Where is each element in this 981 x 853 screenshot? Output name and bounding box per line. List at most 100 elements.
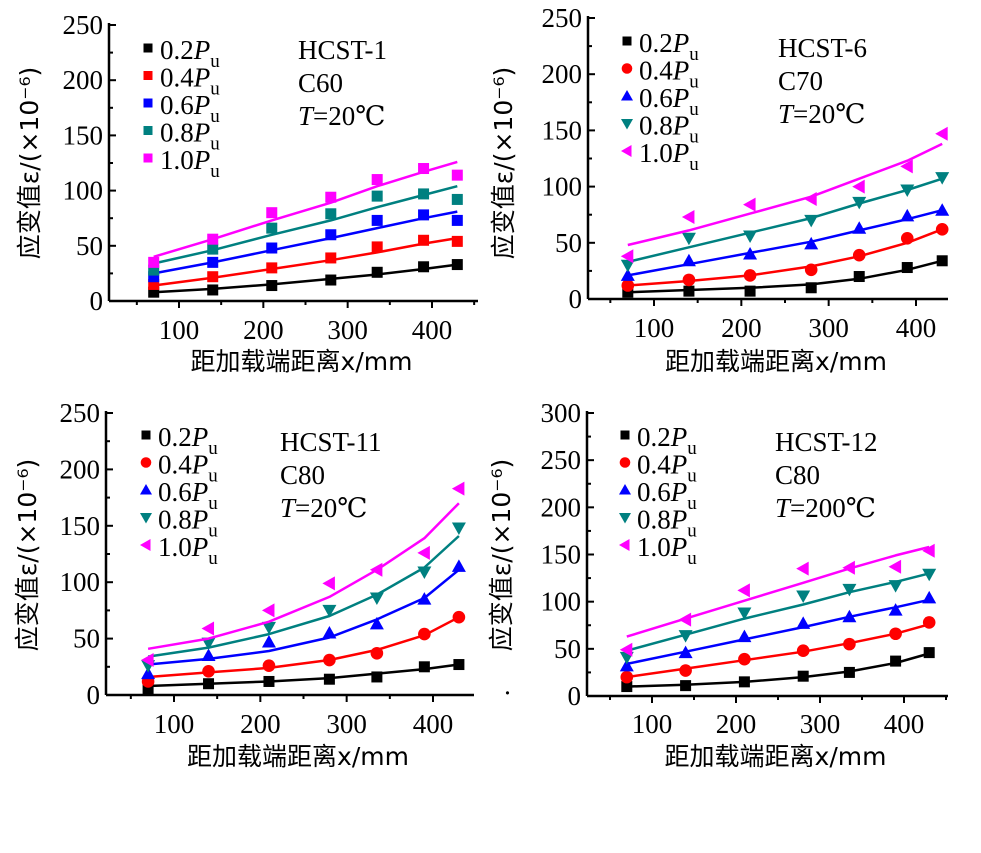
data-point: [263, 675, 275, 687]
x-tick-label: 400: [413, 709, 454, 739]
legend-label: 0.8Pu: [158, 505, 218, 542]
y-tick-label: 150: [63, 120, 104, 150]
data-point: [804, 191, 817, 206]
data-point: [620, 268, 635, 281]
data-point: [853, 271, 865, 283]
series-0_8pu: [620, 172, 950, 273]
data-point: [682, 273, 696, 287]
y-tick-label: 250: [541, 445, 582, 475]
legend-label: 1.0Pu: [158, 532, 218, 569]
data-point: [141, 653, 154, 668]
data-point: [203, 678, 215, 690]
y-tick-label: 200: [542, 59, 583, 89]
legend-label: 0.8Pu: [639, 111, 699, 148]
legend-marker: [140, 539, 151, 551]
series-0_4pu: [141, 610, 466, 688]
data-point: [935, 172, 950, 185]
annotation-specimen: HCST-1: [298, 35, 387, 65]
data-point: [452, 610, 466, 624]
y-tick-label: 100: [63, 176, 104, 206]
y-axis-title: 应变值ε/(×10⁻⁶): [15, 67, 44, 259]
series-0_2pu: [621, 647, 935, 693]
y-tick-label: 150: [60, 511, 101, 541]
data-point: [418, 209, 430, 221]
x-tick-label: 200: [721, 313, 762, 343]
data-point: [418, 188, 430, 200]
data-point: [852, 248, 866, 262]
x-tick-label: 100: [154, 709, 195, 739]
y-tick-label: 0: [569, 284, 583, 314]
annotation-temperature: T=20℃: [280, 493, 367, 523]
annotation-specimen: HCST-11: [280, 427, 382, 457]
legend-marker: [143, 43, 153, 53]
data-point: [842, 609, 857, 623]
data-point: [621, 279, 635, 292]
data-point: [322, 625, 337, 639]
legend-label: 0.8Pu: [160, 118, 220, 155]
data-point: [681, 232, 696, 246]
data-point: [900, 208, 915, 222]
y-tick-label: 200: [60, 454, 101, 484]
data-point: [451, 214, 463, 226]
data-point: [936, 255, 948, 267]
data-point: [369, 616, 384, 630]
chart-panel-hcst-6: 0 50 100 150 200 250 100 200 300 400 距加载端距离x/mm 应变值…: [489, 3, 950, 376]
data-point: [900, 184, 915, 197]
data-point: [207, 256, 219, 268]
x-tick-label: 100: [632, 709, 673, 739]
data-point: [325, 208, 337, 220]
legend-label: 0.4Pu: [639, 56, 699, 93]
data-point: [323, 673, 335, 685]
data-point: [451, 235, 463, 247]
data-point: [323, 653, 336, 667]
data-point: [796, 616, 811, 629]
data-point: [201, 637, 216, 651]
data-point: [418, 627, 431, 641]
data-point: [922, 568, 937, 582]
data-point: [678, 645, 693, 659]
legend-label: 0.4Pu: [158, 450, 218, 487]
data-point: [681, 209, 695, 224]
data-point: [935, 223, 949, 236]
data-point: [266, 207, 278, 219]
data-point: [796, 590, 811, 604]
y-tick-label: 0: [568, 681, 582, 711]
y-tick-label: 100: [60, 567, 101, 597]
data-point: [370, 646, 384, 660]
x-tick-label: 400: [896, 313, 937, 343]
data-point: [142, 683, 154, 695]
fit-line: [153, 184, 458, 265]
data-point: [923, 647, 935, 659]
series-0_8pu: [148, 184, 463, 276]
data-point: [743, 230, 758, 244]
data-point: [266, 242, 278, 254]
data-point: [889, 627, 902, 641]
data-point: [451, 559, 466, 572]
data-point: [417, 592, 432, 605]
series-0_6pu: [141, 559, 466, 680]
legend-label: 0.6Pu: [160, 90, 220, 127]
legend-label: 0.4Pu: [637, 450, 697, 487]
data-point: [369, 562, 383, 577]
data-point: [371, 266, 383, 278]
fit-line: [627, 177, 943, 264]
data-point: [148, 256, 160, 268]
data-point: [371, 190, 383, 202]
data-point: [890, 655, 902, 667]
data-point: [797, 670, 809, 682]
annotation-specimen: HCST-6: [778, 33, 867, 63]
legend-label: 0.2Pu: [639, 28, 699, 65]
series-0_4pu: [620, 616, 936, 684]
data-point: [901, 262, 913, 274]
data-point: [148, 278, 160, 290]
x-axis-title: 距加载端距离x/mm: [187, 742, 409, 771]
data-point: [369, 592, 384, 605]
data-point: [852, 221, 867, 234]
data-point: [201, 648, 216, 662]
legend-marker: [621, 145, 632, 157]
data-point: [922, 616, 936, 629]
y-tick-label: 0: [90, 286, 104, 316]
